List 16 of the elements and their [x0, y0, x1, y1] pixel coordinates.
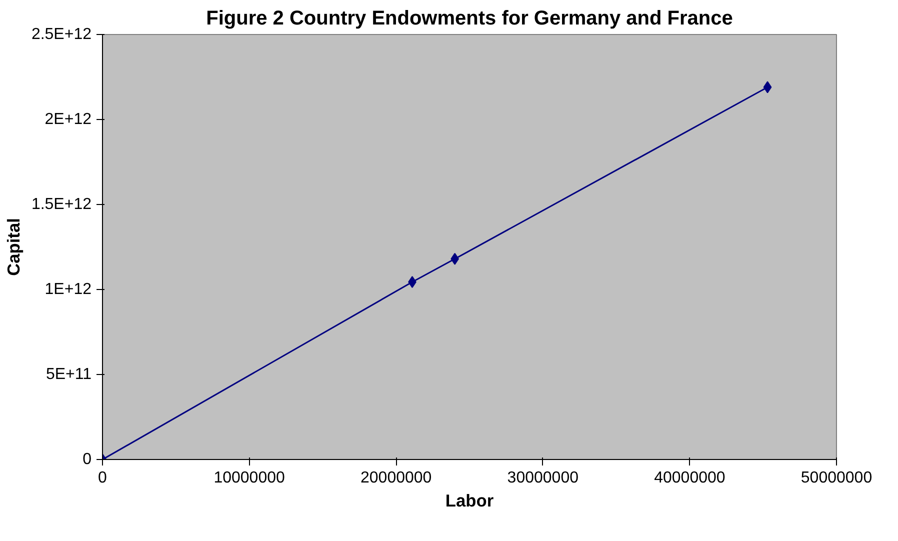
y-tick-label: 1E+12 — [44, 281, 92, 298]
x-tick-label: 0 — [98, 470, 108, 486]
y-tick-label: 5E+11 — [46, 366, 92, 383]
x-tick-label: 30000000 — [507, 470, 579, 486]
y-tick-label: 1.5E+12 — [31, 196, 92, 213]
x-tick-label: 20000000 — [360, 470, 432, 486]
x-tick-label: 10000000 — [214, 470, 285, 486]
y-axis-title: Capital — [3, 218, 24, 276]
point — [763, 81, 772, 94]
x-tick-label: 50000000 — [800, 470, 872, 486]
y-tick-label: 2E+12 — [44, 111, 92, 128]
x-tick-label: 40000000 — [654, 470, 726, 486]
chart-title: Figure 2 Country Endowments for Germany and France — [206, 8, 733, 30]
y-tick-label: 2.5E+12 — [31, 26, 92, 43]
x-axis-title: Labor — [445, 490, 494, 510]
y-tick-label: 0 — [82, 451, 92, 468]
